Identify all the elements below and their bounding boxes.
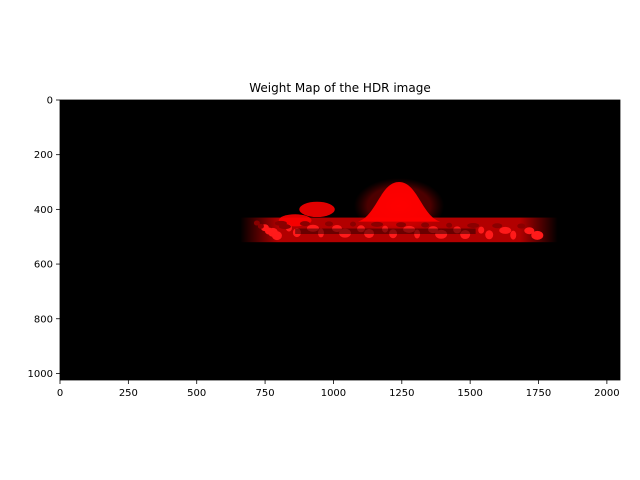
bright-regions bbox=[240, 178, 558, 243]
tree-cluster bbox=[492, 223, 503, 229]
y-tick-label: 400 bbox=[34, 205, 53, 216]
x-tick-label: 2000 bbox=[594, 388, 619, 399]
y-tick-label: 200 bbox=[34, 150, 53, 161]
tree-cluster bbox=[396, 222, 407, 228]
tree-cluster bbox=[485, 230, 494, 240]
shadow-strip bbox=[295, 228, 476, 234]
chart-title: Weight Map of the HDR image bbox=[249, 81, 430, 95]
tree-cluster bbox=[517, 223, 526, 229]
x-axis: 0 250 500 750 1000 1250 1500 1750 2000 bbox=[57, 380, 620, 399]
tree-cluster bbox=[531, 230, 544, 240]
y-tick-label: 800 bbox=[34, 314, 53, 325]
tree-cluster bbox=[478, 226, 485, 234]
tree-cluster bbox=[264, 227, 273, 235]
y-axis: 0 200 400 600 800 1000 bbox=[28, 96, 60, 380]
bright-blob bbox=[299, 201, 335, 218]
x-tick-label: 1750 bbox=[526, 388, 551, 399]
tree-cluster bbox=[467, 223, 480, 229]
tree-cluster bbox=[371, 221, 384, 227]
y-tick-label: 600 bbox=[34, 260, 53, 271]
x-tick-label: 750 bbox=[256, 388, 275, 399]
tree-cluster bbox=[510, 230, 517, 240]
x-tick-label: 1000 bbox=[321, 388, 346, 399]
axes-frame bbox=[59, 99, 621, 381]
tree-cluster bbox=[350, 221, 357, 227]
tree-cluster bbox=[257, 223, 264, 229]
tree-cluster bbox=[524, 227, 535, 235]
tree-cluster bbox=[278, 224, 291, 230]
tree-cluster bbox=[253, 220, 260, 226]
x-tick-label: 0 bbox=[57, 388, 63, 399]
tree-cluster bbox=[446, 222, 453, 228]
tree-cluster bbox=[299, 221, 310, 227]
y-tick-label: 0 bbox=[47, 96, 53, 107]
x-tick-label: 500 bbox=[187, 388, 206, 399]
tree-cluster bbox=[499, 226, 512, 234]
x-tick-label: 1250 bbox=[389, 388, 414, 399]
x-tick-label: 1500 bbox=[457, 388, 482, 399]
tree-cluster bbox=[324, 221, 333, 227]
tree-cluster bbox=[421, 222, 430, 228]
y-tick-label: 1000 bbox=[28, 369, 53, 380]
x-tick-label: 250 bbox=[119, 388, 138, 399]
tree-cluster bbox=[271, 231, 282, 241]
